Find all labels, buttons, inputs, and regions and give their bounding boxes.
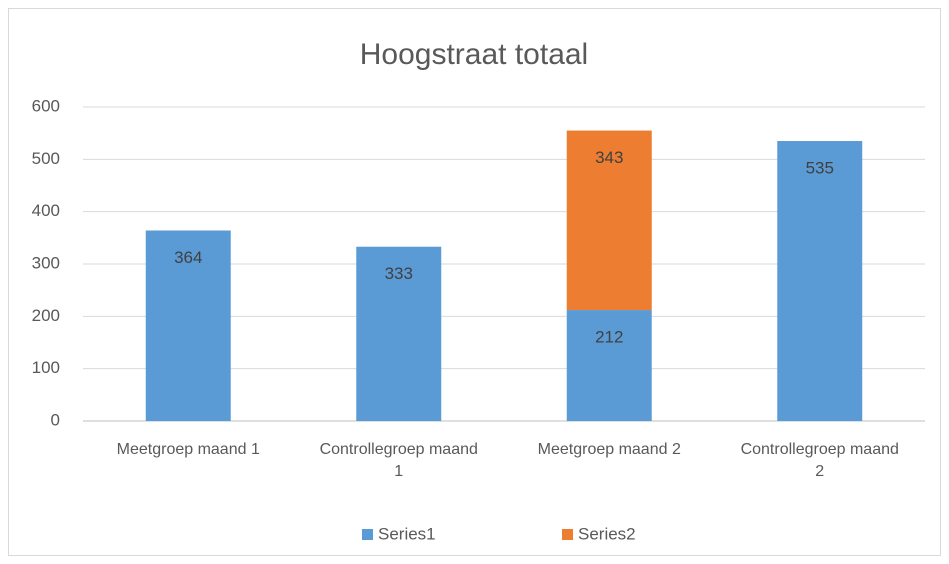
data-label: 535: [806, 159, 834, 178]
chart-title: Hoogstraat totaal: [360, 38, 588, 71]
x-tick-label: Meetgroep maand 1: [116, 441, 260, 458]
bar: [566, 130, 652, 311]
data-label: 343: [595, 148, 623, 167]
legend-swatch: [562, 529, 573, 540]
legend-swatch: [362, 529, 373, 540]
y-tick-label: 100: [32, 358, 60, 377]
bar: [145, 230, 231, 421]
y-tick-label: 400: [32, 201, 60, 220]
y-tick-label: 200: [32, 306, 60, 325]
legend-label: Series1: [378, 524, 436, 543]
x-tick-label: Controllegroep maand 2: [740, 441, 899, 480]
legend-label: Series2: [578, 524, 636, 543]
data-label: 364: [174, 248, 202, 267]
y-tick-label: 600: [32, 96, 60, 115]
data-label: 212: [595, 328, 623, 347]
bar: [566, 310, 652, 421]
bar: [356, 246, 442, 421]
data-label: 333: [385, 264, 413, 283]
y-tick-label: 0: [51, 410, 60, 429]
x-tick-label: Meetgroep maand 2: [537, 441, 681, 458]
y-tick-label: 500: [32, 149, 60, 168]
bar: [777, 141, 863, 421]
x-tick-label: Controllegroep maand 1: [319, 441, 478, 480]
y-tick-label: 300: [32, 253, 60, 272]
